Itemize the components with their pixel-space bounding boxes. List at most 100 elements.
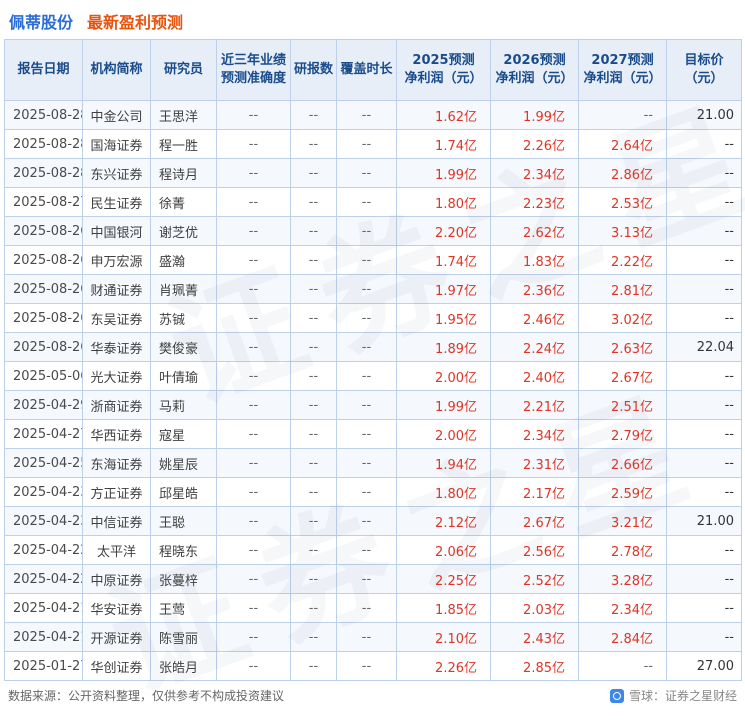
cell-y2025: 1.74亿 — [396, 245, 491, 275]
cell-date: 2025-05-06 — [4, 361, 83, 391]
cell-org: 华安证券 — [82, 593, 151, 623]
cell-accuracy: -- — [216, 332, 291, 362]
cell-coverage: -- — [336, 303, 397, 333]
table-row: 2025-01-27 华创证券 张皓月 -- -- -- 2.26亿 2.85亿 -- 27.00 — [4, 651, 742, 681]
cell-y2025: 2.26亿 — [396, 651, 491, 681]
cell-y2026: 2.26亿 — [490, 129, 579, 159]
table-row: 2025-05-06 光大证券 叶倩瑜 -- -- -- 2.00亿 2.40亿 2.67亿 -- — [4, 361, 742, 391]
cell-y2027: 2.64亿 — [578, 129, 667, 159]
cell-y2025: 1.94亿 — [396, 448, 491, 478]
cell-analyst: 邱星皓 — [150, 477, 217, 507]
cell-y2026: 2.67亿 — [490, 506, 579, 536]
cell-date: 2025-04-23 — [4, 477, 83, 507]
cell-target: 21.00 — [666, 506, 742, 536]
cell-y2026: 2.21亿 — [490, 390, 579, 420]
table-body: 2025-08-28 中金公司 王思洋 -- -- -- 1.62亿 1.99亿 -- 21.00… — [4, 100, 742, 681]
cell-y2026: 2.23亿 — [490, 187, 579, 217]
cell-y2026: 2.36亿 — [490, 274, 579, 304]
cell-target: -- — [666, 622, 742, 652]
cell-y2027: 2.34亿 — [578, 593, 667, 623]
cell-analyst: 谢芝优 — [150, 216, 217, 246]
cell-accuracy: -- — [216, 216, 291, 246]
cell-org: 华泰证券 — [82, 332, 151, 362]
table-row: 2025-08-26 华泰证券 樊俊豪 -- -- -- 1.89亿 2.24亿 2.63亿 22… — [4, 332, 742, 362]
cell-accuracy: -- — [216, 593, 291, 623]
cell-reports: -- — [290, 477, 337, 507]
cell-target: -- — [666, 593, 742, 623]
cell-accuracy: -- — [216, 245, 291, 275]
cell-org: 光大证券 — [82, 361, 151, 391]
cell-analyst: 陈雪丽 — [150, 622, 217, 652]
cell-date: 2025-08-26 — [4, 303, 83, 333]
cell-reports: -- — [290, 100, 337, 130]
table-row: 2025-04-21 开源证券 陈雪丽 -- -- -- 2.10亿 2.43亿 2.84亿 -- — [4, 622, 742, 652]
cell-coverage: -- — [336, 274, 397, 304]
cell-analyst: 盛瀚 — [150, 245, 217, 275]
table-row: 2025-04-25 东海证券 姚星辰 -- -- -- 1.94亿 2.31亿 2.66亿 -- — [4, 448, 742, 478]
cell-target: -- — [666, 274, 742, 304]
cell-coverage: -- — [336, 651, 397, 681]
cell-y2027: 3.28亿 — [578, 564, 667, 594]
cell-reports: -- — [290, 216, 337, 246]
cell-date: 2025-04-29 — [4, 390, 83, 420]
cell-accuracy: -- — [216, 622, 291, 652]
cell-y2027: 2.51亿 — [578, 390, 667, 420]
cell-org: 申万宏源 — [82, 245, 151, 275]
table-row: 2025-08-28 东兴证券 程诗月 -- -- -- 1.99亿 2.34亿 2.86亿 -- — [4, 158, 742, 188]
cell-y2025: 1.74亿 — [396, 129, 491, 159]
cell-org: 中原证券 — [82, 564, 151, 594]
cell-date: 2025-04-27 — [4, 419, 83, 449]
cell-y2025: 2.20亿 — [396, 216, 491, 246]
cell-y2025: 1.80亿 — [396, 187, 491, 217]
table-row: 2025-08-27 民生证券 徐菁 -- -- -- 1.80亿 2.23亿 2.53亿 -- — [4, 187, 742, 217]
cell-coverage: -- — [336, 158, 397, 188]
cell-coverage: -- — [336, 506, 397, 536]
table-header-row: 报告日期 机构简称 研究员 近三年业绩 预测准确度 研报数 覆盖时长 2025预测 净利润（… — [4, 39, 742, 101]
cell-target: -- — [666, 477, 742, 507]
cell-y2025: 1.95亿 — [396, 303, 491, 333]
cell-org: 民生证券 — [82, 187, 151, 217]
table-row: 2025-08-26 东吴证券 苏铖 -- -- -- 1.95亿 2.46亿 3.02亿 -- — [4, 303, 742, 333]
cell-reports: -- — [290, 564, 337, 594]
column-header: 报告日期 — [4, 39, 83, 101]
stock-name: 佩蒂股份 — [9, 13, 74, 32]
column-header: 覆盖时长 — [336, 39, 397, 101]
cell-y2027: 2.67亿 — [578, 361, 667, 391]
cell-target: -- — [666, 303, 742, 333]
cell-reports: -- — [290, 448, 337, 478]
cell-target: -- — [666, 448, 742, 478]
cell-y2025: 1.62亿 — [396, 100, 491, 130]
cell-reports: -- — [290, 622, 337, 652]
cell-reports: -- — [290, 158, 337, 188]
column-header: 机构简称 — [82, 39, 151, 101]
cell-accuracy: -- — [216, 390, 291, 420]
table-row: 2025-04-23 方正证券 邱星皓 -- -- -- 1.80亿 2.17亿 2.59亿 -- — [4, 477, 742, 507]
cell-y2025: 1.85亿 — [396, 593, 491, 623]
cell-analyst: 樊俊豪 — [150, 332, 217, 362]
cell-y2027: 2.84亿 — [578, 622, 667, 652]
cell-coverage: -- — [336, 390, 397, 420]
cell-target: -- — [666, 129, 742, 159]
cell-analyst: 程晓东 — [150, 535, 217, 565]
cell-y2026: 2.43亿 — [490, 622, 579, 652]
cell-date: 2025-04-22 — [4, 564, 83, 594]
cell-reports: -- — [290, 506, 337, 536]
cell-y2026: 2.56亿 — [490, 535, 579, 565]
cell-y2025: 2.12亿 — [396, 506, 491, 536]
table-row: 2025-04-21 华安证券 王莺 -- -- -- 1.85亿 2.03亿 2.34亿 -- — [4, 593, 742, 623]
cell-analyst: 姚星辰 — [150, 448, 217, 478]
cell-y2026: 2.31亿 — [490, 448, 579, 478]
cell-org: 财通证券 — [82, 274, 151, 304]
cell-org: 东海证券 — [82, 448, 151, 478]
cell-target: -- — [666, 564, 742, 594]
cell-y2026: 1.83亿 — [490, 245, 579, 275]
cell-org: 华西证券 — [82, 419, 151, 449]
footer: 数据来源：公开资料整理，仅供参考不构成投资建议 雪球：证券之星财经 — [0, 681, 745, 704]
cell-analyst: 程一胜 — [150, 129, 217, 159]
cell-accuracy: -- — [216, 129, 291, 159]
cell-date: 2025-04-25 — [4, 448, 83, 478]
cell-accuracy: -- — [216, 187, 291, 217]
cell-y2025: 2.00亿 — [396, 419, 491, 449]
cell-y2026: 2.03亿 — [490, 593, 579, 623]
